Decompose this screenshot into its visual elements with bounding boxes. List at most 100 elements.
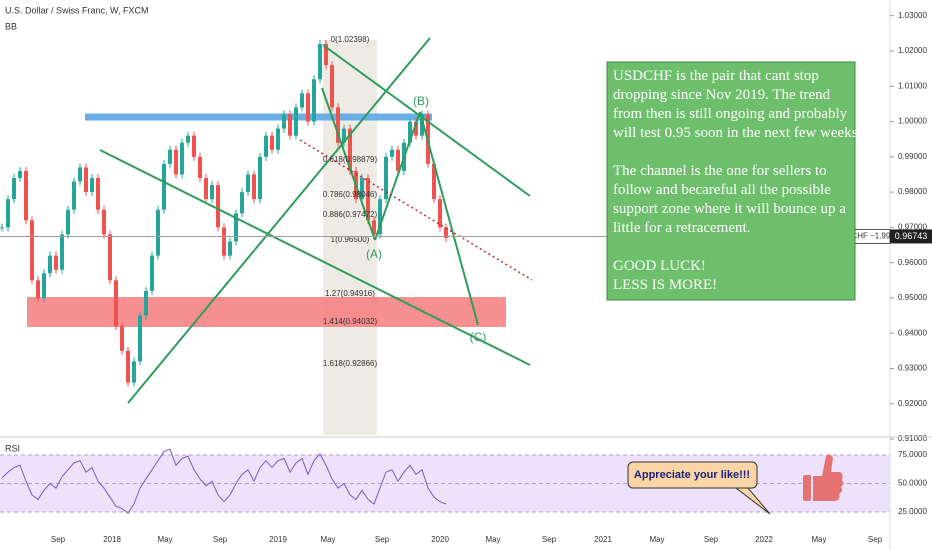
fib-label: 1.618(0.92866) xyxy=(323,359,378,368)
wave-label: (A) xyxy=(366,247,382,261)
candle xyxy=(300,93,304,108)
candle xyxy=(234,213,238,242)
note-line: LESS IS MORE! xyxy=(613,277,717,293)
candle xyxy=(444,227,448,238)
note-line: GOOD LUCK! xyxy=(613,258,706,274)
fib-label: 1(0.96500) xyxy=(331,235,370,244)
candle xyxy=(432,163,436,200)
time-label: Sep xyxy=(542,535,557,544)
price-tick-label: 1.01000 xyxy=(898,81,927,90)
candle xyxy=(198,156,202,178)
channel-lower xyxy=(99,149,531,366)
candle xyxy=(264,135,268,157)
wave-line xyxy=(374,111,421,241)
candle xyxy=(168,149,172,164)
wave-line xyxy=(321,87,376,241)
price-tick-label: 0.93000 xyxy=(898,364,927,373)
price-tick-label: 0.96000 xyxy=(898,258,927,267)
dotted-trend xyxy=(299,139,533,281)
support-zone xyxy=(27,297,506,327)
fib-label: 0.786(0.98046) xyxy=(323,190,378,199)
candle xyxy=(324,43,328,66)
fib-label: 0(1.02398) xyxy=(331,35,370,44)
candle xyxy=(180,142,184,175)
candle xyxy=(330,65,334,108)
symbol-change: USDCHF −1.99% xyxy=(835,232,898,241)
rsi-tick-label: 75.0000 xyxy=(898,450,927,459)
note-line: support zone where it will bounce up a xyxy=(613,201,846,217)
candle xyxy=(12,177,16,200)
candle xyxy=(438,199,442,228)
candle xyxy=(102,209,106,235)
note-line: little for a retracement. xyxy=(613,220,750,236)
price-tick-label: 1.03000 xyxy=(898,11,927,20)
rsi-tick-label: 25.0000 xyxy=(898,507,927,516)
wave-label: (B) xyxy=(413,94,429,108)
thumb-icon xyxy=(803,454,844,501)
candle xyxy=(90,177,94,193)
indicator-label: BB xyxy=(5,21,17,31)
symbol-title: U.S. Dollar / Swiss Franc, W, FXCM xyxy=(5,5,149,15)
candle xyxy=(348,128,352,171)
trend-line xyxy=(127,37,431,404)
candle xyxy=(288,114,292,136)
time-label: May xyxy=(320,535,335,544)
candle xyxy=(66,209,70,235)
note-text: USDCHF is the pair that cant stop droppin… xyxy=(613,68,861,293)
price-tick-label: 1.02000 xyxy=(898,46,927,55)
candle xyxy=(378,199,382,235)
candle xyxy=(312,79,316,122)
candle xyxy=(126,350,130,383)
candle xyxy=(48,255,52,274)
time-label: May xyxy=(649,535,664,544)
last-price: 0.96743 xyxy=(895,231,928,241)
candle xyxy=(138,315,142,362)
candle xyxy=(228,241,232,256)
candle xyxy=(222,227,226,256)
price-tick-label: 0.92000 xyxy=(898,399,927,408)
note-line: dropping since Nov 2019. The trend xyxy=(613,87,831,103)
candle xyxy=(282,114,286,129)
note-line: USDCHF is the pair that cant stop xyxy=(613,68,819,84)
candle xyxy=(0,227,4,229)
rsi-tick-label: 50.0000 xyxy=(898,479,927,488)
candle xyxy=(246,174,250,193)
candle xyxy=(96,177,100,210)
candle xyxy=(6,199,10,228)
candle xyxy=(240,192,244,214)
price-tick-label: 0.91000 xyxy=(898,434,927,443)
candle xyxy=(366,177,370,221)
time-label: 2021 xyxy=(594,535,612,544)
candle xyxy=(270,135,274,150)
candle xyxy=(150,255,154,291)
candle xyxy=(204,177,208,200)
price-tick-label: 0.99000 xyxy=(898,152,927,161)
rsi-line xyxy=(1,448,447,514)
rsi-label: RSI xyxy=(5,443,20,453)
fib-label: 1.414(0.94032) xyxy=(323,317,378,326)
price-badge xyxy=(890,229,932,244)
fib-label: 0.886(0.97472) xyxy=(323,210,378,219)
candle xyxy=(84,167,88,193)
candle xyxy=(60,234,64,270)
price-tick-label: 0.95000 xyxy=(898,293,927,302)
candle xyxy=(192,135,196,157)
candle xyxy=(294,107,298,136)
fib-label: 1.27(0.94916) xyxy=(325,289,375,298)
candle xyxy=(144,290,148,316)
candle xyxy=(420,114,424,136)
trend-lines xyxy=(99,37,531,404)
time-label: Sep xyxy=(704,535,719,544)
time-label: Sep xyxy=(375,535,390,544)
candle xyxy=(78,167,82,182)
candle xyxy=(384,156,388,200)
channel-upper xyxy=(322,44,531,197)
candle xyxy=(306,93,310,122)
candle xyxy=(342,128,346,143)
candle xyxy=(318,43,322,80)
time-label: 2020 xyxy=(431,535,449,544)
candle xyxy=(210,185,214,200)
note-line: will test 0.95 soon in the next few week… xyxy=(613,125,861,141)
candle xyxy=(36,280,40,298)
